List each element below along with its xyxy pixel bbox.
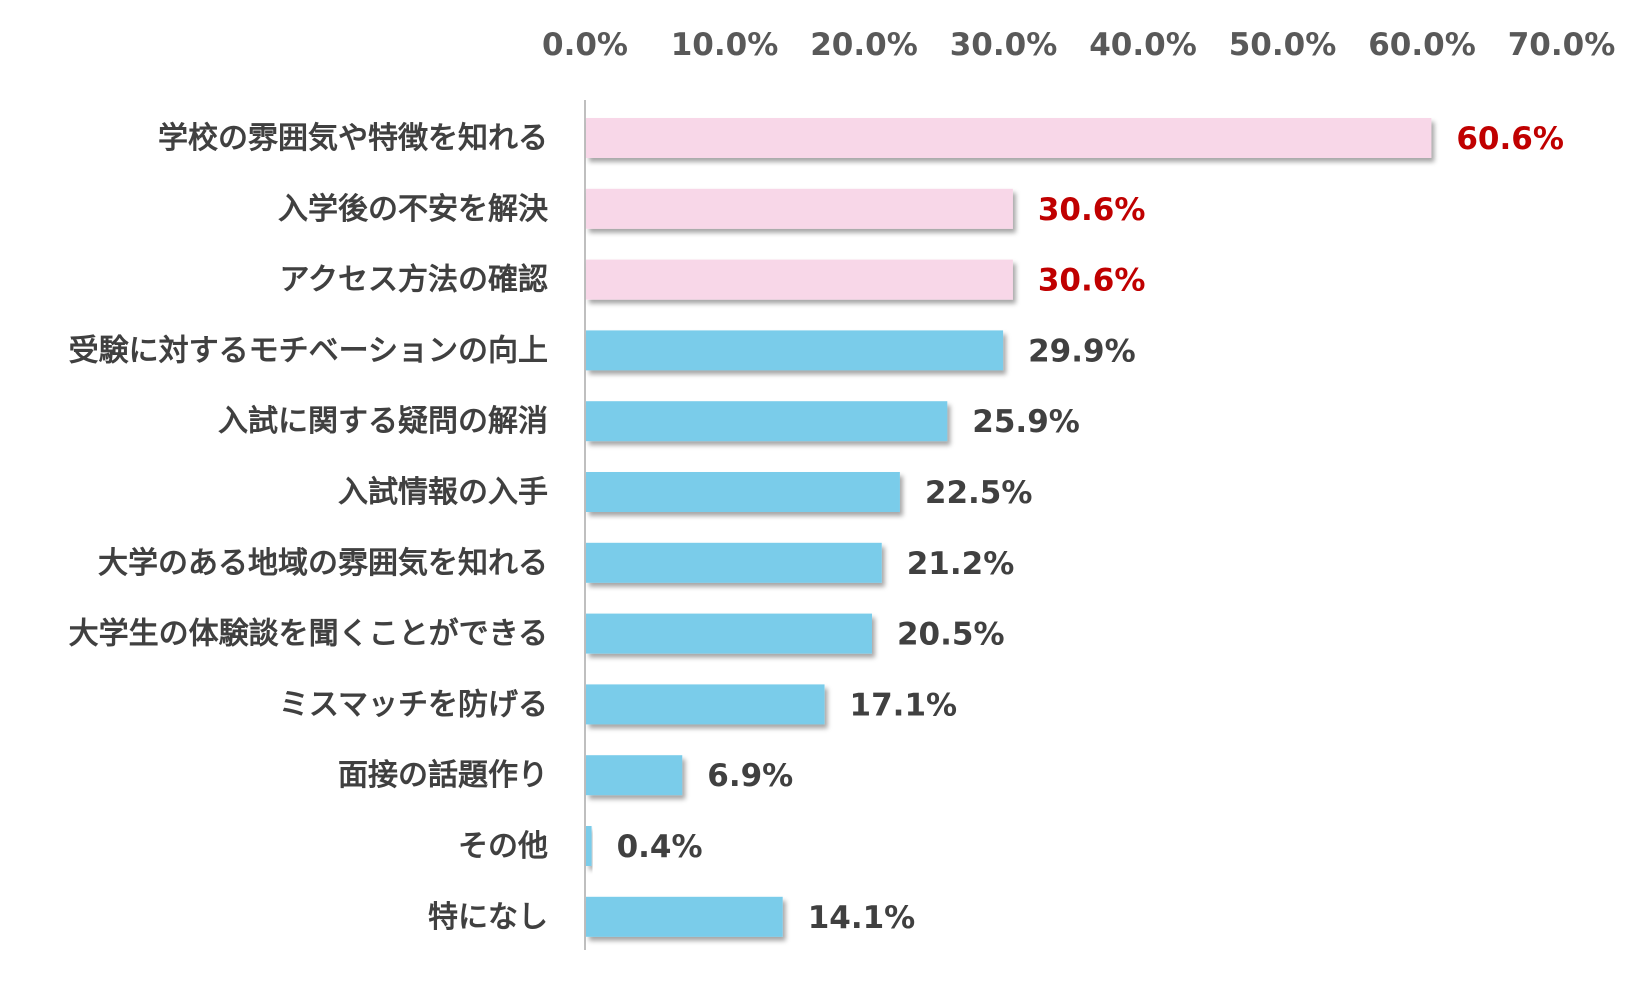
x-axis-ticks: 0.0% 10.0% 20.0% 30.0% 40.0% 50.0% 60.0% 70.0% bbox=[542, 27, 1615, 63]
bar bbox=[586, 826, 592, 866]
value-label: 21.2% bbox=[907, 546, 1015, 582]
bar bbox=[586, 259, 1013, 300]
x-tick-label: 20.0% bbox=[810, 27, 918, 63]
category-label: 入試情報の入手 bbox=[338, 475, 548, 510]
bar-row: アクセス方法の確認 30.6% bbox=[280, 259, 1146, 300]
bar bbox=[586, 401, 948, 442]
value-label: 6.9% bbox=[707, 758, 793, 794]
bar-row: 入学後の不安を解決 30.6% bbox=[278, 188, 1146, 229]
bar-row: 大学生の体験談を聞くことができる 20.5% bbox=[69, 613, 1005, 654]
value-label: 29.9% bbox=[1028, 333, 1136, 369]
x-tick-label: 10.0% bbox=[671, 27, 779, 63]
bar bbox=[586, 472, 900, 512]
value-label: 0.4% bbox=[617, 829, 703, 865]
bar bbox=[586, 896, 783, 937]
category-label: 面接の話題作り bbox=[338, 758, 548, 793]
value-label: 20.5% bbox=[897, 617, 1005, 653]
value-label: 60.6% bbox=[1456, 121, 1564, 157]
category-label: 受験に対するモチベーションの向上 bbox=[69, 333, 548, 368]
category-label: ミスマッチを防げる bbox=[279, 687, 548, 722]
category-label: 学校の雰囲気や特徴を知れる bbox=[158, 121, 548, 156]
value-label: 17.1% bbox=[850, 687, 958, 723]
bar bbox=[586, 613, 872, 654]
bar-row: 受験に対するモチベーションの向上 29.9% bbox=[69, 330, 1136, 371]
bar bbox=[586, 542, 882, 583]
value-label: 25.9% bbox=[972, 404, 1080, 440]
bar-row: ミスマッチを防げる 17.1% bbox=[279, 684, 958, 725]
bar-row: 特になし 14.1% bbox=[428, 896, 916, 937]
category-label: アクセス方法の確認 bbox=[280, 263, 549, 298]
value-label: 30.6% bbox=[1038, 263, 1146, 299]
bar-row: 大学のある地域の雰囲気を知れる 21.2% bbox=[98, 542, 1015, 583]
x-tick-label: 60.0% bbox=[1368, 27, 1476, 63]
x-tick-label: 70.0% bbox=[1508, 27, 1616, 63]
bar-row: 入試に関する疑問の解消 25.9% bbox=[218, 401, 1080, 442]
bars-group: 学校の雰囲気や特徴を知れる 60.6%入学後の不安を解決 30.6%アクセス方法の確… bbox=[69, 118, 1564, 937]
bar bbox=[586, 118, 1432, 158]
bar-row: 入試情報の入手 22.5% bbox=[338, 472, 1032, 512]
bar bbox=[586, 684, 825, 725]
x-tick-label: 50.0% bbox=[1229, 27, 1337, 63]
bar bbox=[586, 188, 1013, 229]
category-label: 大学生の体験談を聞くことができる bbox=[69, 617, 548, 652]
bar bbox=[586, 755, 683, 796]
value-label: 22.5% bbox=[925, 475, 1033, 511]
x-tick-label: 40.0% bbox=[1089, 27, 1197, 63]
bar bbox=[586, 330, 1004, 371]
category-label: 大学のある地域の雰囲気を知れる bbox=[98, 546, 548, 581]
x-tick-label: 30.0% bbox=[950, 27, 1058, 63]
value-label: 30.6% bbox=[1038, 192, 1146, 228]
category-label: 入学後の不安を解決 bbox=[278, 192, 549, 227]
bar-row: その他 0.4% bbox=[458, 826, 703, 866]
category-label: 入試に関する疑問の解消 bbox=[218, 404, 548, 439]
bar-row: 学校の雰囲気や特徴を知れる 60.6% bbox=[158, 118, 1564, 158]
category-label: 特になし bbox=[428, 900, 548, 935]
x-tick-label: 0.0% bbox=[542, 27, 628, 63]
bar-row: 面接の話題作り 6.9% bbox=[338, 755, 793, 796]
category-label: その他 bbox=[458, 829, 548, 864]
value-label: 14.1% bbox=[808, 900, 916, 936]
